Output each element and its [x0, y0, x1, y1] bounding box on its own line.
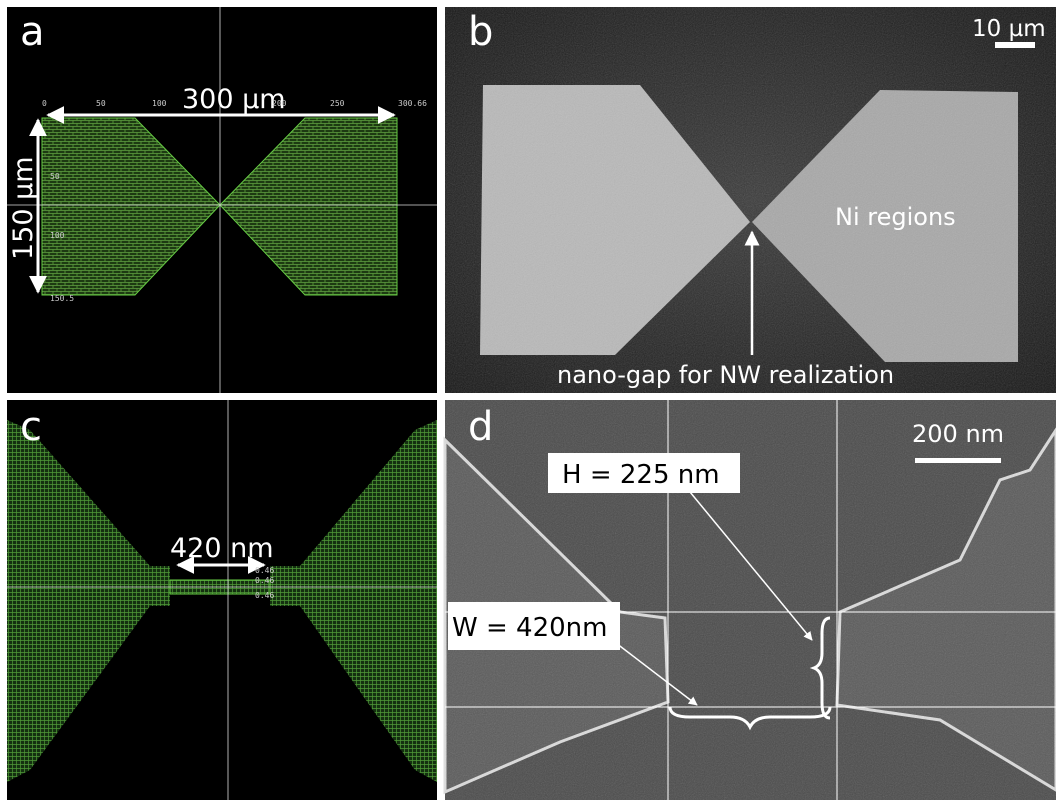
ruler-label: 150.5 — [50, 294, 74, 303]
scale-label: 10 µm — [972, 16, 1046, 42]
width-label: W = 420nm — [452, 613, 607, 643]
panel-label: b — [468, 9, 493, 55]
panel-c: c 420 nm 0.46 0.46 0.46 — [7, 400, 437, 800]
panel-label: c — [20, 404, 42, 450]
panel-a: a 300 µm 150 µm 0 50 100 200 250 300.66 … — [7, 7, 437, 393]
height-label: H = 225 nm — [562, 460, 720, 490]
gap-label: nano-gap for NW realization — [557, 361, 894, 389]
ruler-label: 100 — [50, 231, 65, 240]
panel-label: a — [20, 9, 45, 55]
ruler-label: 200 — [272, 99, 287, 108]
figure: a 300 µm 150 µm 0 50 100 200 250 300.66 … — [0, 0, 1056, 800]
dimension-label: 420 nm — [170, 533, 274, 564]
texture — [445, 7, 1056, 393]
small-label: 0.46 — [255, 576, 274, 585]
panel-d: d 200 nm H = 225 nm W = 420nm — [445, 400, 1056, 800]
ruler-label: 300.66 — [398, 99, 427, 108]
region-label: Ni regions — [835, 203, 956, 231]
ruler-label: 250 — [330, 99, 345, 108]
ruler-label: 100 — [152, 99, 167, 108]
scale-bar — [995, 42, 1035, 48]
scale-bar — [915, 458, 1001, 463]
scale-label: 200 nm — [912, 420, 1004, 448]
small-label: 0.46 — [255, 566, 274, 575]
small-label: 0.46 — [255, 591, 274, 600]
ruler-label: 0 — [42, 99, 47, 108]
ruler-label: 50 — [96, 99, 106, 108]
dimension-label: 300 µm — [182, 84, 286, 115]
dimension-label: 150 µm — [8, 156, 39, 260]
ruler-label: 50 — [50, 172, 60, 181]
panel-b: b 10 µm Ni regions nano-gap for NW reali… — [445, 7, 1056, 393]
panel-label: d — [468, 404, 493, 450]
